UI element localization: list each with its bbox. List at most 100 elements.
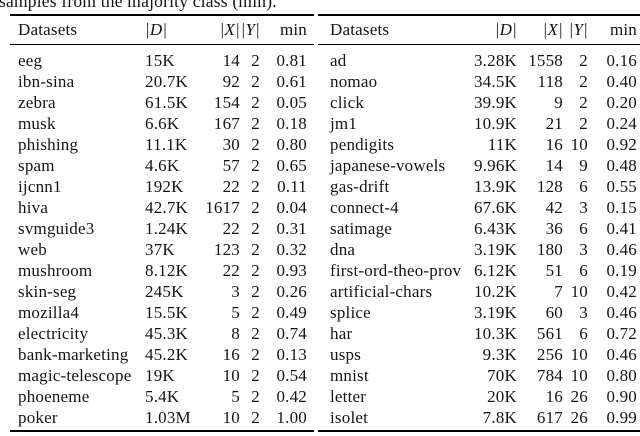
- header-row: Datasets |D| |X| |Y| min: [10, 16, 314, 45]
- num-classes-cell: 6: [579, 324, 588, 343]
- table-row: har 10.3K 561 6 0.72: [318, 323, 640, 344]
- dataset-name-cell: click: [330, 93, 365, 112]
- dataset-name-cell: phoeneme: [18, 387, 90, 406]
- dataset-name-cell: poker: [18, 408, 58, 427]
- num-classes-cell: 2: [579, 72, 588, 91]
- min-cell: 0.05: [276, 93, 307, 112]
- bottom-rule: [318, 430, 640, 432]
- min-cell: 0.92: [606, 135, 637, 154]
- num-features-cell: 9: [554, 93, 563, 112]
- num-samples-cell: 3.19K: [473, 240, 517, 259]
- num-classes-cell: 2: [251, 72, 260, 91]
- table-row: nomao 34.5K 118 2 0.40: [318, 71, 640, 92]
- table-row: eeg 15K 14 2 0.81: [10, 45, 314, 72]
- dataset-name-cell: ad: [330, 51, 347, 70]
- min-cell: 0.19: [606, 261, 637, 280]
- min-cell: 0.46: [606, 240, 637, 259]
- num-classes-cell: 2: [251, 219, 260, 238]
- table-row: svmguide3 1.24K 22 2 0.31: [10, 218, 314, 239]
- num-samples-cell: 3.28K: [473, 51, 517, 70]
- min-cell: 0.65: [276, 156, 307, 175]
- dataset-name-cell: mnist: [330, 366, 369, 385]
- num-samples-cell: 6.6K: [145, 114, 180, 133]
- num-samples-cell: 34.5K: [473, 72, 517, 91]
- min-cell: 0.80: [276, 135, 307, 154]
- num-classes-cell: 2: [251, 198, 260, 217]
- min-cell: 0.41: [606, 219, 637, 238]
- table-row: ibn-sina 20.7K 92 2 0.61: [10, 71, 314, 92]
- num-samples-cell: 5.4K: [145, 387, 180, 406]
- num-classes-cell: 2: [251, 156, 260, 175]
- table-row: ijcnn1 192K 22 2 0.11: [10, 176, 314, 197]
- num-samples-cell: 37K: [145, 240, 175, 259]
- num-features-cell: 5: [231, 387, 240, 406]
- num-classes-cell: 2: [251, 261, 260, 280]
- dataset-name-cell: ibn-sina: [18, 72, 75, 91]
- dataset-name-cell: har: [330, 324, 353, 343]
- num-classes-cell: 3: [579, 240, 588, 259]
- min-cell: 0.13: [276, 345, 307, 364]
- dataset-name-cell: mushroom: [18, 261, 93, 280]
- table-row: web 37K 123 2 0.32: [10, 239, 314, 260]
- min-cell: 0.61: [276, 72, 307, 91]
- num-classes-cell: 2: [251, 177, 260, 196]
- num-samples-cell: 42.7K: [145, 198, 189, 217]
- table-row: splice 3.19K 60 3 0.46: [318, 302, 640, 323]
- num-classes-cell: 10: [570, 345, 588, 364]
- table-row: pendigits 11K 16 10 0.92: [318, 134, 640, 155]
- num-samples-cell: 11.1K: [145, 135, 188, 154]
- num-features-cell: 7: [554, 282, 563, 301]
- num-samples-cell: 192K: [145, 177, 184, 196]
- dataset-name-cell: web: [18, 240, 47, 259]
- table-row: letter 20K 16 26 0.90: [318, 386, 640, 407]
- num-samples-cell: 19K: [145, 366, 175, 385]
- table-row: bank-marketing 45.2K 16 2 0.13: [10, 344, 314, 365]
- num-features-cell: 617: [536, 408, 563, 427]
- min-cell: 0.72: [606, 324, 637, 343]
- num-samples-cell: 1.24K: [145, 219, 189, 238]
- num-features-cell: 784: [536, 366, 563, 385]
- num-samples-cell: 1.03M: [145, 408, 191, 427]
- header-row: Datasets |D| |X| |Y| min: [318, 16, 640, 45]
- table-row: satimage 6.43K 36 6 0.41: [318, 218, 640, 239]
- dataset-name-cell: usps: [330, 345, 362, 364]
- header-min: min: [588, 16, 640, 45]
- datasets-table-right: Datasets |D| |X| |Y| min ad 3.28K 1558 2 0.1…: [318, 14, 640, 432]
- num-features-cell: 42: [545, 198, 563, 217]
- table-row: isolet 7.8K 617 26 0.99: [318, 407, 640, 428]
- num-features-cell: 123: [213, 240, 240, 259]
- min-cell: 0.40: [606, 72, 637, 91]
- min-cell: 0.20: [606, 93, 637, 112]
- min-cell: 0.42: [606, 282, 637, 301]
- table-row: spam 4.6K 57 2 0.65: [10, 155, 314, 176]
- num-features-cell: 5: [231, 303, 240, 322]
- num-samples-cell: 9.3K: [482, 345, 517, 364]
- num-features-cell: 1558: [528, 51, 563, 70]
- num-classes-cell: 3: [579, 303, 588, 322]
- dataset-name-cell: splice: [330, 303, 371, 322]
- num-samples-cell: 10.9K: [473, 114, 517, 133]
- num-features-cell: 14: [545, 156, 563, 175]
- top-rule: [318, 14, 640, 16]
- table-row: first-ord-theo-prov 6.12K 51 6 0.19: [318, 260, 640, 281]
- dataset-name-cell: zebra: [18, 93, 56, 112]
- num-classes-cell: 2: [251, 408, 260, 427]
- header-num-classes: |Y|: [563, 16, 588, 45]
- num-classes-cell: 26: [570, 408, 588, 427]
- min-cell: 0.46: [606, 303, 637, 322]
- table-row: electricity 45.3K 8 2 0.74: [10, 323, 314, 344]
- num-features-cell: 30: [222, 135, 240, 154]
- dataset-name-cell: connect-4: [330, 198, 399, 217]
- header-num-classes: |Y|: [240, 16, 260, 45]
- num-samples-cell: 20K: [487, 387, 517, 406]
- num-features-cell: 21: [545, 114, 563, 133]
- dataset-name-cell: satimage: [330, 219, 393, 238]
- datasets-table-left: Datasets |D| |X| |Y| min eeg 15K 14 2 0.81 ib…: [10, 14, 314, 432]
- num-features-cell: 22: [222, 177, 240, 196]
- num-features-cell: 57: [222, 156, 240, 175]
- num-classes-cell: 6: [579, 177, 588, 196]
- num-samples-cell: 15.5K: [145, 303, 189, 322]
- num-features-cell: 561: [536, 324, 563, 343]
- dataset-name-cell: bank-marketing: [18, 345, 129, 364]
